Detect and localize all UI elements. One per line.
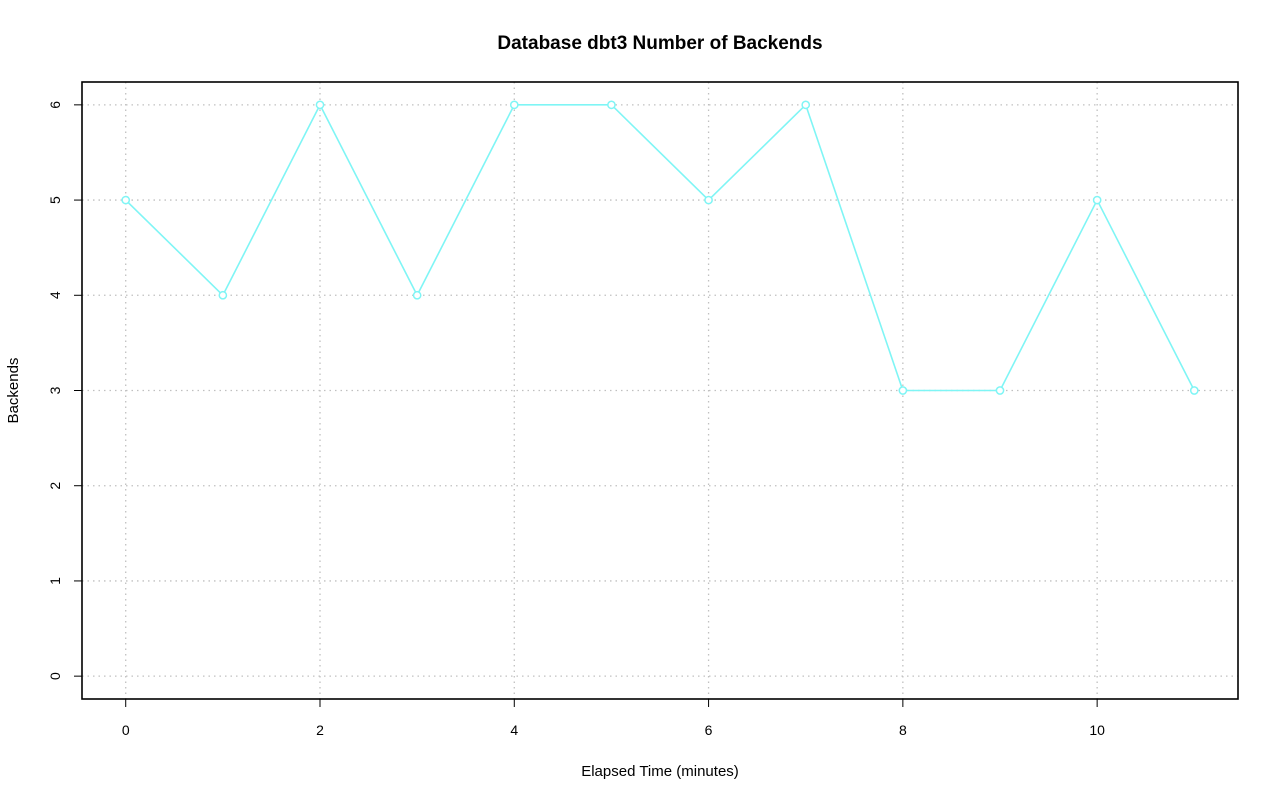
data-point xyxy=(412,290,422,300)
y-tick-label: 5 xyxy=(47,196,63,204)
x-tick-label: 8 xyxy=(899,722,907,738)
y-tick-label: 6 xyxy=(47,101,63,109)
series-line-segment xyxy=(222,104,321,296)
data-point xyxy=(607,100,616,110)
chart-title: Database dbt3 Number of Backends xyxy=(497,33,822,54)
y-tick-label: 1 xyxy=(47,577,63,585)
y-axis: 0 1 2 3 4 5 6 xyxy=(47,101,83,680)
y-tick-label: 2 xyxy=(47,482,63,490)
data-point xyxy=(801,100,811,110)
series-line-segment xyxy=(999,199,1098,391)
x-axis-label: Elapsed Time (minutes) xyxy=(581,763,739,780)
data-point xyxy=(218,290,228,300)
series xyxy=(121,100,1199,395)
series-layer xyxy=(121,100,1199,395)
x-axis: 0 2 4 6 8 10 xyxy=(122,698,1105,738)
series-line-segment xyxy=(319,104,418,296)
series-line-segment xyxy=(416,104,515,296)
data-point xyxy=(898,386,908,395)
grid xyxy=(82,82,1238,699)
y-axis-label: Backends xyxy=(5,358,22,424)
x-tick-label: 6 xyxy=(705,722,713,738)
x-tick-label: 10 xyxy=(1089,722,1105,738)
series-line-segment xyxy=(708,104,807,201)
data-point xyxy=(1092,195,1102,205)
data-point xyxy=(121,195,131,205)
data-point xyxy=(315,100,325,110)
data-point xyxy=(704,195,713,205)
y-tick-label: 4 xyxy=(47,291,63,299)
x-tick-label: 4 xyxy=(510,722,518,738)
axes: 0 2 4 6 8 10 0 1 2 3 4 5 6 xyxy=(47,101,1105,738)
y-tick-label: 0 xyxy=(47,672,63,680)
data-point xyxy=(995,386,1005,395)
series-line-segment xyxy=(1096,199,1195,391)
series-line-segment xyxy=(804,104,904,391)
y-tick-label: 3 xyxy=(47,386,63,394)
data-point xyxy=(1189,386,1199,395)
series-line-segment xyxy=(610,104,710,201)
data-point xyxy=(509,100,519,110)
series-line-segment xyxy=(125,199,224,296)
x-tick-label: 2 xyxy=(316,722,324,738)
x-tick-label: 0 xyxy=(122,722,130,738)
